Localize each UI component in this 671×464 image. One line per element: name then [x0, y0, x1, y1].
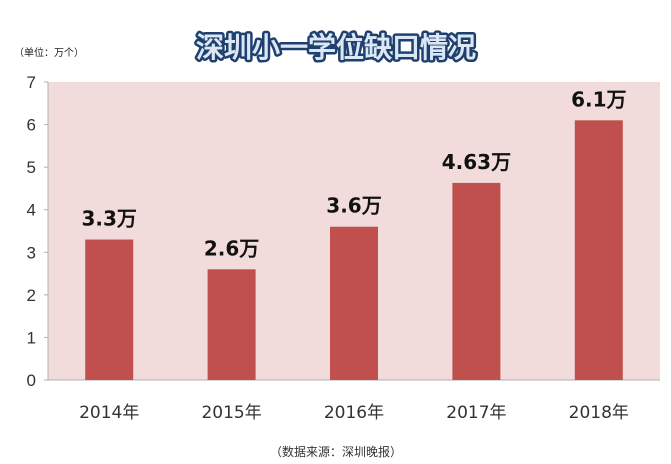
y-tick-label: 1 [27, 328, 36, 347]
y-tick-labels: 0 1 2 3 4 5 6 7 [27, 73, 48, 390]
y-tick-label: 2 [27, 286, 36, 305]
bar-2015年 [207, 269, 256, 380]
bar-data-label: 2.6万 [204, 236, 259, 260]
data-labels: 3.3万 2.6万 3.6万 4.63万 6.1万 [81, 87, 626, 260]
bar-data-label: 6.1万 [571, 87, 626, 111]
bar-data-label: 4.63万 [442, 150, 511, 174]
bar-data-label: 3.6万 [326, 194, 381, 218]
y-tick-label: 6 [27, 116, 36, 135]
bars [85, 120, 623, 381]
x-tick-label: 2015年 [201, 403, 261, 423]
y-tick-label: 0 [27, 371, 36, 390]
y-tick-label: 3 [27, 243, 36, 262]
y-tick-label: 7 [27, 73, 36, 92]
bar-2018年 [574, 120, 623, 381]
bar-data-label: 3.3万 [81, 207, 136, 231]
bar-2017年 [452, 182, 501, 380]
y-tick-label: 4 [27, 201, 36, 220]
bar-2016年 [330, 226, 378, 380]
x-tick-label: 2014年 [79, 403, 139, 423]
source-note: （数据来源：深圳晚报） [270, 444, 402, 459]
bar-2014年 [85, 239, 134, 380]
x-tick-label: 2016年 [324, 403, 384, 423]
y-tick-label: 5 [27, 158, 36, 177]
chart-title: 深圳小一学位缺口情况 [196, 31, 476, 64]
x-tick-labels: 2014年 2015年 2016年 2017年 2018年 [79, 403, 629, 423]
x-tick-label: 2017年 [446, 403, 506, 423]
x-tick-label: 2018年 [569, 403, 629, 423]
unit-label: （单位：万个） [14, 46, 84, 59]
